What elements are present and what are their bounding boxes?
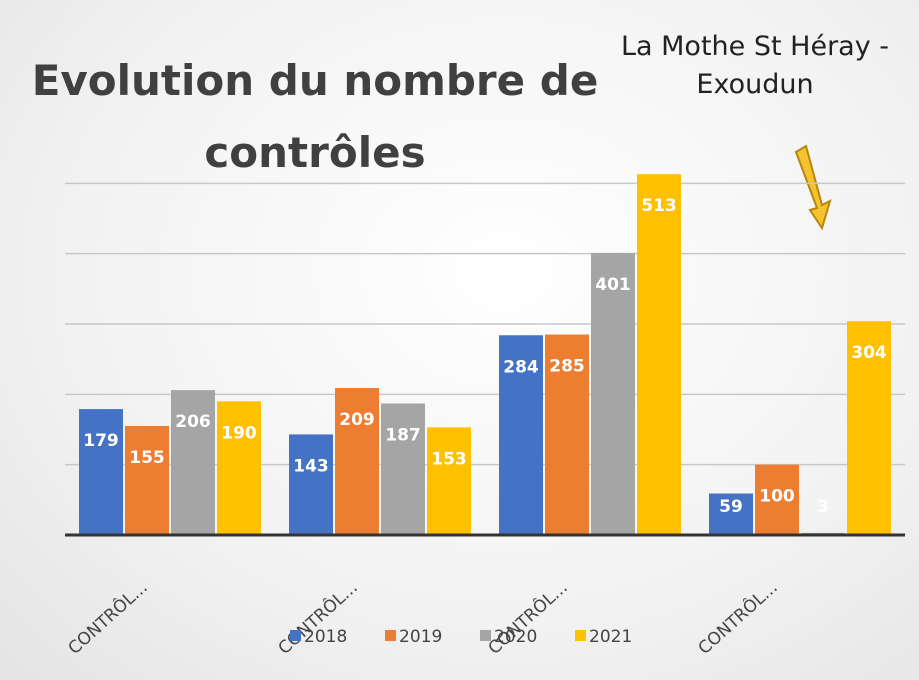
arrow: [794, 144, 832, 231]
legend-label: 2021: [589, 627, 632, 647]
bar: [381, 403, 425, 535]
data-label: 401: [595, 275, 631, 295]
bar: [217, 401, 261, 535]
bar: [427, 427, 471, 535]
data-label: 285: [549, 357, 585, 377]
data-label: 179: [83, 431, 119, 451]
data-label: 209: [339, 410, 375, 430]
bar: [637, 174, 681, 535]
bar: [335, 388, 379, 535]
data-label: 153: [431, 449, 467, 469]
bar: [545, 334, 589, 535]
legend-swatch: [575, 630, 586, 641]
data-label: 284: [503, 357, 539, 377]
legend-swatch: [480, 630, 491, 641]
legend-label: 2020: [494, 627, 537, 647]
data-label: 100: [759, 487, 795, 507]
x-tick-label: CONTRÔL...: [693, 576, 781, 659]
data-label: 513: [641, 196, 677, 216]
data-label: 143: [293, 456, 329, 476]
data-label: 304: [851, 343, 887, 363]
data-label: 3: [817, 497, 829, 517]
bar: [755, 464, 799, 535]
bar: [591, 252, 635, 536]
legend-swatch: [385, 630, 396, 641]
x-tick-label: CONTRÔL...: [63, 576, 151, 659]
legend-label: 2019: [399, 627, 442, 647]
bar: [709, 493, 753, 535]
annotation: La Mothe St Héray - Exoudun: [620, 31, 890, 100]
bar: [847, 321, 891, 535]
bar: [499, 335, 543, 535]
data-label: 187: [385, 425, 421, 445]
bar: [125, 425, 169, 535]
chart-title: Evolution du nombre de contrôles: [31, 56, 599, 177]
data-label: 206: [175, 412, 211, 432]
bar: [79, 409, 123, 535]
bar: [289, 434, 333, 535]
legend-swatch: [290, 630, 301, 641]
bar: [171, 390, 215, 535]
data-label: 59: [719, 497, 743, 517]
data-label: 190: [221, 423, 257, 443]
data-label: 155: [129, 448, 165, 468]
legend-label: 2018: [304, 627, 347, 647]
